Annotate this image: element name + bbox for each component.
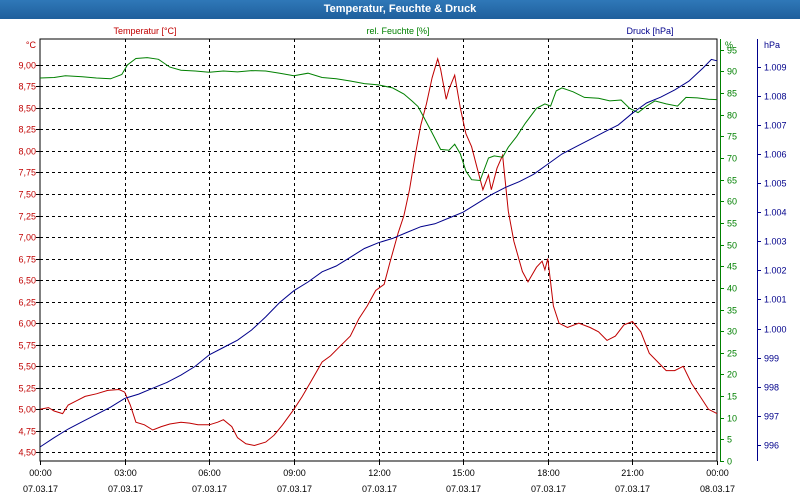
y-tick-label-humidity: 70 [727,154,737,164]
y-tick-label-humidity: 30 [727,327,737,337]
y-tick-label-humidity: 15 [727,392,737,402]
y-tick-label-humidity: 35 [727,306,737,316]
legend-pressure: Druck [hPa] [626,26,673,36]
y-tick-label-pressure: 1.008 [764,92,787,102]
y-tick-label-temperature: 8,00 [18,147,36,157]
y-tick-label-humidity: 60 [727,197,737,207]
x-tick-label-date: 08.03.17 [700,484,735,494]
y-tick-label-humidity: 55 [727,219,737,229]
x-tick-label-date: 07.03.17 [615,484,650,494]
y-tick-label-humidity: 20 [727,370,737,380]
x-tick-label-time: 18:00 [537,468,560,478]
y-tick-label-temperature: 7,75 [18,168,36,178]
y-tick-label-temperature: 7,25 [18,212,36,222]
y-tick-label-temperature: 8,75 [18,82,36,92]
y-tick-label-pressure: 1.000 [764,325,787,335]
x-tick-label-time: 15:00 [452,468,475,478]
y-tick-label-pressure: 1.005 [764,179,787,189]
y-tick-label-temperature: 5,25 [18,384,36,394]
y-tick-label-humidity: 85 [727,89,737,99]
y-tick-label-temperature: 4,75 [18,427,36,437]
series-line-temperature [39,56,718,447]
y-tick-label-humidity: 40 [727,284,737,294]
y-tick-label-pressure: 1.009 [764,63,787,73]
x-tick-label-date: 07.03.17 [108,484,143,494]
y-tick-label-temperature: 7,50 [18,190,36,200]
x-tick-label-time: 21:00 [621,468,644,478]
y-tick-label-temperature: 9,00 [18,61,36,71]
y-tick-label-pressure: 998 [764,383,779,393]
x-tick-label-time: 09:00 [283,468,306,478]
y-tick-label-temperature: 6,25 [18,298,36,308]
x-tick-label-time: 00:00 [29,468,52,478]
y-tick-label-temperature: 4,50 [18,448,36,458]
y-tick-label-temperature: 6,00 [18,319,36,329]
x-tick-label-time: 12:00 [368,468,391,478]
y-tick-label-pressure: 1.004 [764,208,787,218]
y-tick-label-humidity: 45 [727,262,737,272]
axis-unit-temperature: °C [26,40,37,50]
y-tick-label-pressure: 1.003 [764,237,787,247]
axis-unit-pressure: hPa [764,40,780,50]
y-tick-label-humidity: 90 [727,67,737,77]
x-tick-label-date: 07.03.17 [23,484,58,494]
y-tick-label-temperature: 5,75 [18,341,36,351]
window-title: Temperatur, Feuchte & Druck [0,0,800,19]
y-tick-label-pressure: 1.001 [764,295,787,305]
y-tick-label-temperature: 5,00 [18,405,36,415]
y-tick-label-pressure: 997 [764,412,779,422]
axis-unit-humidity: % [725,40,733,50]
y-tick-label-temperature: 8,25 [18,125,36,135]
y-tick-label-temperature: 5,50 [18,362,36,372]
y-tick-label-temperature: 8,50 [18,104,36,114]
y-tick-label-pressure: 1.006 [764,150,787,160]
plot-area [39,38,718,462]
x-tick-label-date: 07.03.17 [531,484,566,494]
y-tick-label-pressure: 1.007 [764,121,787,131]
x-tick-label-date: 07.03.17 [446,484,481,494]
x-tick-label-date: 07.03.17 [192,484,227,494]
x-tick-label-time: 00:00 [706,468,729,478]
y-tick-label-humidity: 5 [727,435,732,445]
y-tick-label-humidity: 95 [727,46,737,56]
y-tick-label-pressure: 996 [764,441,779,451]
series-line-humidity [39,57,718,182]
series-line-pressure [39,58,718,448]
legend-humidity: rel. Feuchte [%] [366,26,429,36]
y-tick-label-humidity: 65 [727,176,737,186]
y-tick-label-humidity: 80 [727,111,737,121]
legend-temperature: Temperatur [°C] [113,26,176,36]
y-tick-label-pressure: 1.002 [764,266,787,276]
y-tick-label-temperature: 7,00 [18,233,36,243]
y-tick-label-temperature: 6,75 [18,255,36,265]
y-tick-label-pressure: 999 [764,354,779,364]
x-tick-label-time: 03:00 [114,468,137,478]
x-tick-label-date: 07.03.17 [362,484,397,494]
y-tick-label-humidity: 25 [727,349,737,359]
x-tick-label-date: 07.03.17 [277,484,312,494]
y-tick-label-humidity: 10 [727,414,737,424]
y-tick-label-humidity: 75 [727,132,737,142]
y-tick-label-humidity: 0 [727,457,732,467]
x-tick-label-time: 06:00 [198,468,221,478]
y-tick-label-temperature: 6,50 [18,276,36,286]
y-tick-label-humidity: 50 [727,241,737,251]
